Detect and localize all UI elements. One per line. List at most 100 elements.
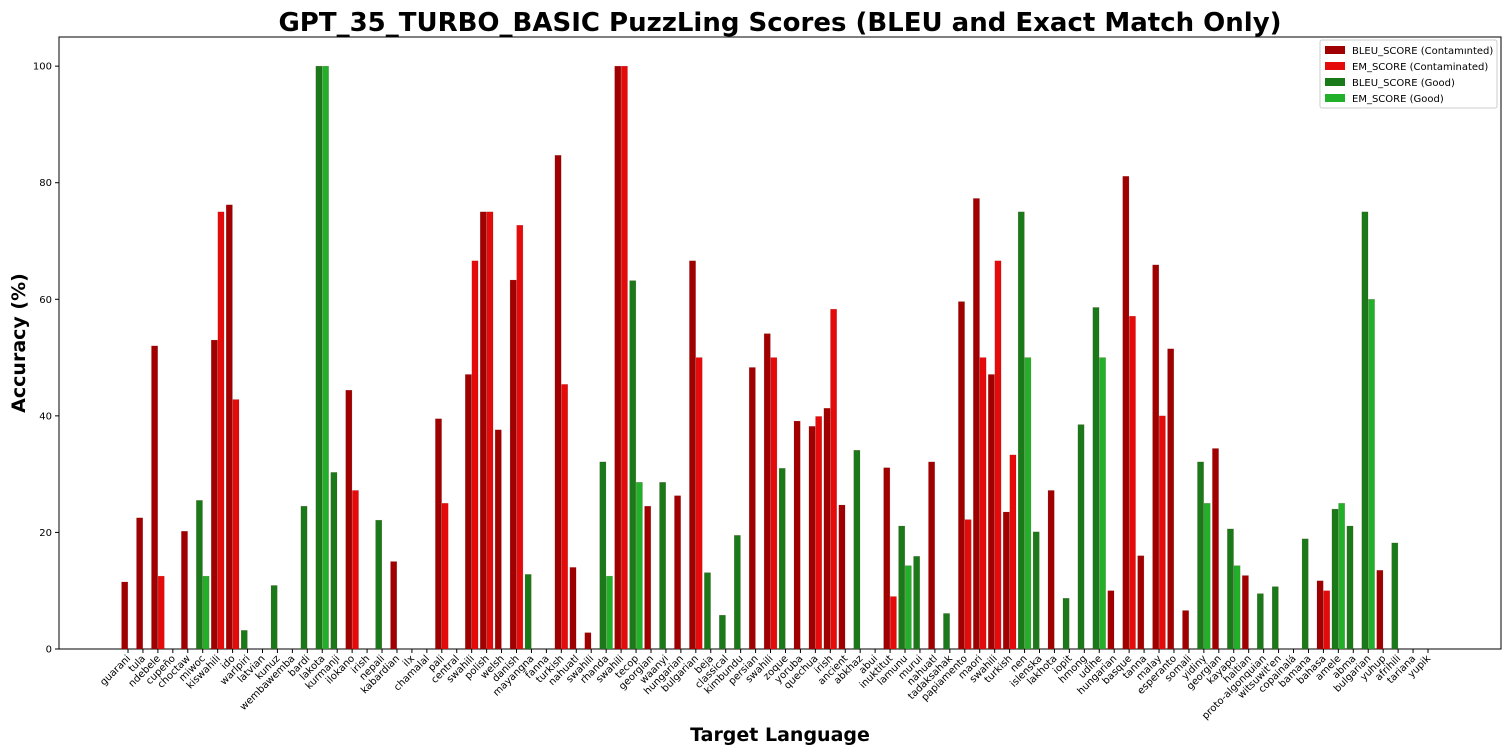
bleu-bar — [719, 614, 726, 650]
bleu-bar — [554, 155, 562, 650]
y-tick-label: 40 — [39, 411, 52, 422]
bleu-bar — [614, 65, 622, 650]
bleu-bar — [973, 198, 980, 650]
bleu-bar — [151, 345, 158, 650]
em-bar — [322, 65, 329, 650]
bleu-bar — [1346, 525, 1354, 650]
em-bar — [621, 65, 628, 650]
bleu-bar — [704, 572, 711, 650]
em-bar — [202, 575, 210, 650]
bleu-bar — [1271, 586, 1279, 650]
bleu-bar — [1107, 590, 1115, 650]
bleu-bar — [240, 630, 248, 650]
legend-label: BLEU_SCORE (Good) — [1352, 78, 1455, 89]
bleu-bar — [748, 367, 756, 650]
bleu-bar — [629, 280, 637, 650]
bleu-bar — [778, 468, 786, 650]
x-axis-label: Target Language — [690, 724, 870, 746]
bleu-bar — [494, 429, 502, 650]
em-bar — [217, 211, 225, 650]
bleu-bar — [330, 472, 338, 650]
bleu-bar — [479, 211, 487, 650]
em-bar — [994, 260, 1002, 650]
bleu-bar — [1152, 264, 1160, 650]
bleu-bar — [509, 279, 517, 650]
em-bar — [964, 519, 972, 650]
bleu-bar — [1361, 211, 1369, 650]
y-axis: 0 20 40 60 80 100 — [33, 62, 59, 656]
em-bar — [352, 490, 359, 650]
em-bar — [1158, 415, 1166, 650]
bleu-bar — [838, 504, 846, 650]
bleu-bar — [1256, 593, 1264, 650]
bleu-bar — [315, 65, 323, 650]
em-bar — [1129, 315, 1136, 650]
bleu-bar — [196, 500, 203, 650]
em-bar — [1233, 565, 1241, 650]
em-bar — [157, 575, 165, 650]
bleu-bar — [943, 613, 950, 650]
em-bar — [561, 384, 568, 650]
bleu-bar — [1212, 448, 1219, 650]
em-bar — [1203, 503, 1211, 650]
bleu-bar — [375, 519, 383, 650]
bleu-bar — [1316, 580, 1324, 650]
bleu-bar — [659, 482, 666, 650]
y-axis-label: Accuracy (%) — [8, 273, 30, 413]
em-bar — [1024, 357, 1032, 650]
bleu-bar — [1182, 610, 1189, 650]
bleu-bar — [1242, 575, 1249, 650]
em-bar — [979, 357, 987, 650]
bleu-bar — [644, 505, 652, 650]
bleu-bar — [1137, 555, 1145, 650]
legend-box — [1319, 39, 1498, 109]
bleu-bar — [1032, 531, 1040, 650]
em-bar — [441, 503, 449, 650]
em-bar — [471, 260, 479, 650]
em-bar — [606, 575, 613, 650]
bleu-bar — [136, 517, 143, 650]
bleu-bar — [793, 420, 801, 650]
bleu-bar — [958, 301, 965, 650]
bleu-bar — [928, 461, 935, 650]
bars-group — [121, 65, 1399, 650]
bleu-bar — [988, 374, 995, 650]
em-bar — [1009, 454, 1017, 650]
em-bar — [815, 416, 823, 650]
em-bar — [636, 482, 643, 650]
bleu-bar — [599, 461, 607, 650]
y-tick-label: 20 — [39, 528, 52, 539]
y-tick-label: 100 — [33, 62, 52, 73]
chart-title: GPT_35_TURBO_BASIC PuzzLing Scores (BLEU… — [278, 8, 1281, 38]
legend-swatch — [1325, 46, 1345, 54]
bleu-bar — [823, 408, 831, 650]
bleu-bar — [435, 418, 442, 650]
legend-swatch — [1325, 94, 1345, 102]
em-bar — [486, 211, 494, 650]
bleu-bar — [225, 204, 233, 650]
bleu-bar — [913, 556, 920, 650]
bleu-bar — [1197, 461, 1204, 650]
y-tick-label: 0 — [46, 645, 52, 656]
bleu-bar — [733, 535, 741, 650]
bleu-bar — [1017, 211, 1025, 650]
legend: BLEU_SCORE (Contamınted) EM_SCORE (Contam… — [1319, 39, 1498, 109]
legend-label: BLEU_SCORE (Contamınted) — [1352, 46, 1493, 57]
bleu-bar — [1047, 490, 1055, 650]
bleu-bar — [853, 450, 861, 650]
em-bar — [890, 596, 897, 650]
bleu-bar — [1077, 424, 1085, 650]
bleu-bar — [121, 581, 129, 650]
em-bar — [830, 308, 837, 650]
em-bar — [1368, 299, 1375, 650]
bleu-bar — [270, 585, 278, 650]
legend-label: EM_SCORE (Good) — [1352, 94, 1444, 105]
bleu-bar — [1391, 542, 1399, 650]
em-bar — [695, 357, 703, 650]
legend-swatch — [1325, 62, 1345, 70]
bleu-bar — [1167, 348, 1175, 650]
bleu-bar — [689, 260, 696, 650]
bleu-bar — [1122, 176, 1130, 650]
bleu-bar — [524, 574, 532, 650]
